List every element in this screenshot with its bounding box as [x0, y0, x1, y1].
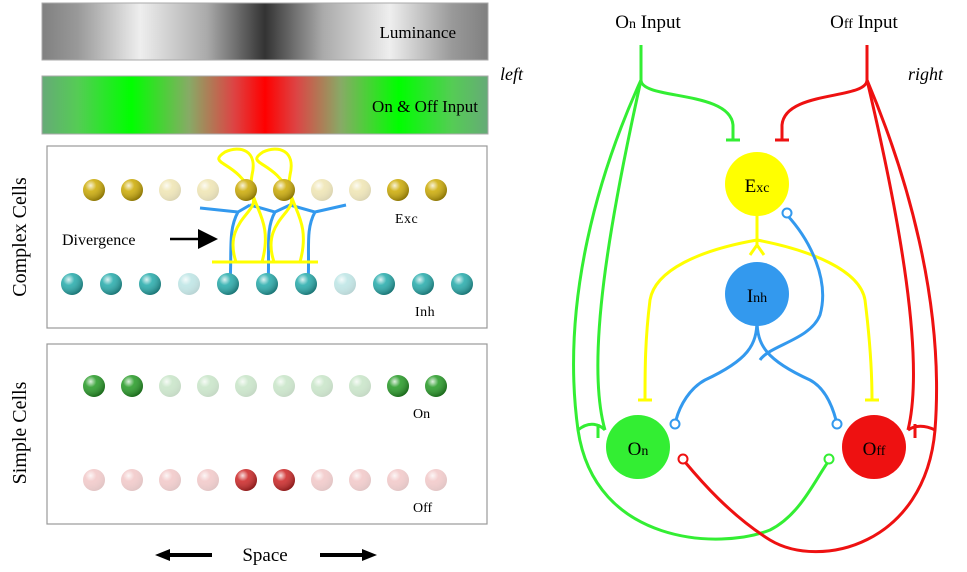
exc-bead [83, 179, 105, 201]
off-bead [349, 469, 371, 491]
on-off-input-label: On & Off Input [372, 97, 478, 116]
inh-bead [334, 273, 356, 295]
inh-bead [139, 273, 161, 295]
off-bead [159, 469, 181, 491]
inh-bead [256, 273, 278, 295]
off-to-on-terminal [677, 453, 689, 465]
on-bead [273, 375, 295, 397]
exc-bead [387, 179, 409, 201]
svg-text:Inh: Inh [747, 286, 767, 307]
inh-terminal-off [831, 418, 843, 430]
on-bead [235, 375, 257, 397]
space-axis: Space [155, 545, 377, 566]
svg-text:Exc: Exc [745, 176, 770, 197]
off-bead [121, 469, 143, 491]
off-bead [235, 469, 257, 491]
space-right-arrow [320, 549, 377, 561]
off-bead [311, 469, 333, 491]
svg-text:Off: Off [863, 439, 886, 460]
right-panel: On Input Off Input left right [500, 12, 944, 554]
off-bead [273, 469, 295, 491]
inh-node: Inh [725, 262, 789, 326]
on-bead [121, 375, 143, 397]
inh-bead [178, 273, 200, 295]
off-bead [197, 469, 219, 491]
inh-label: Inh [415, 305, 435, 320]
left-side-label: left [500, 64, 524, 84]
right-side-label: right [908, 64, 944, 84]
space-left-arrow [155, 549, 212, 561]
off-bead-row [83, 469, 447, 491]
inh-bead [100, 273, 122, 295]
off-bead [425, 469, 447, 491]
on-input-label: On Input [615, 12, 681, 33]
on-to-off-terminal [823, 453, 835, 465]
inh-bead [217, 273, 239, 295]
on-bead [425, 375, 447, 397]
complex-cells-box [46, 145, 488, 329]
off-bead [387, 469, 409, 491]
exc-bead [235, 179, 257, 201]
on-node: On [606, 415, 670, 479]
luminance-bar [41, 2, 489, 61]
on-bead [349, 375, 371, 397]
space-label: Space [242, 545, 287, 566]
inh-bead [412, 273, 434, 295]
on-bead [311, 375, 333, 397]
left-panel: Luminance On & Off Input Complex Cells [9, 2, 489, 566]
simple-on-label: On [413, 407, 430, 422]
exc-bead [311, 179, 333, 201]
svg-text:On: On [628, 439, 649, 460]
on-pathway [572, 45, 830, 541]
inh-terminal-on [669, 418, 681, 430]
off-node: Off [842, 415, 906, 479]
exc-bead [159, 179, 181, 201]
off-bead [83, 469, 105, 491]
inh-bead-row [61, 273, 473, 295]
exc-node: Exc [725, 152, 789, 216]
on-bead [159, 375, 181, 397]
exc-bead-row [83, 179, 447, 201]
exc-label: Exc [395, 212, 418, 227]
exc-inhibitory-terminal [781, 207, 793, 219]
inh-bead [451, 273, 473, 295]
simple-cells-box [46, 343, 488, 525]
complex-cells-label: Complex Cells [9, 177, 31, 297]
exc-bead [273, 179, 295, 201]
inh-bead [373, 273, 395, 295]
inh-bead [295, 273, 317, 295]
inh-bead [61, 273, 83, 295]
simple-off-label: Off [413, 501, 433, 516]
luminance-label: Luminance [380, 23, 456, 42]
divergence-label: Divergence [62, 232, 135, 249]
exc-bead [197, 179, 219, 201]
on-bead [83, 375, 105, 397]
on-off-input-bar [41, 75, 489, 135]
off-pathway [683, 45, 939, 554]
on-bead [387, 375, 409, 397]
exc-bead [121, 179, 143, 201]
divergence-wiring [199, 147, 347, 286]
on-bead-row [83, 375, 447, 397]
exc-bead [349, 179, 371, 201]
inh-projection [674, 213, 838, 421]
exc-bead [425, 179, 447, 201]
on-bead [197, 375, 219, 397]
simple-cells-label: Simple Cells [9, 381, 31, 484]
off-input-label: Off Input [830, 12, 898, 33]
